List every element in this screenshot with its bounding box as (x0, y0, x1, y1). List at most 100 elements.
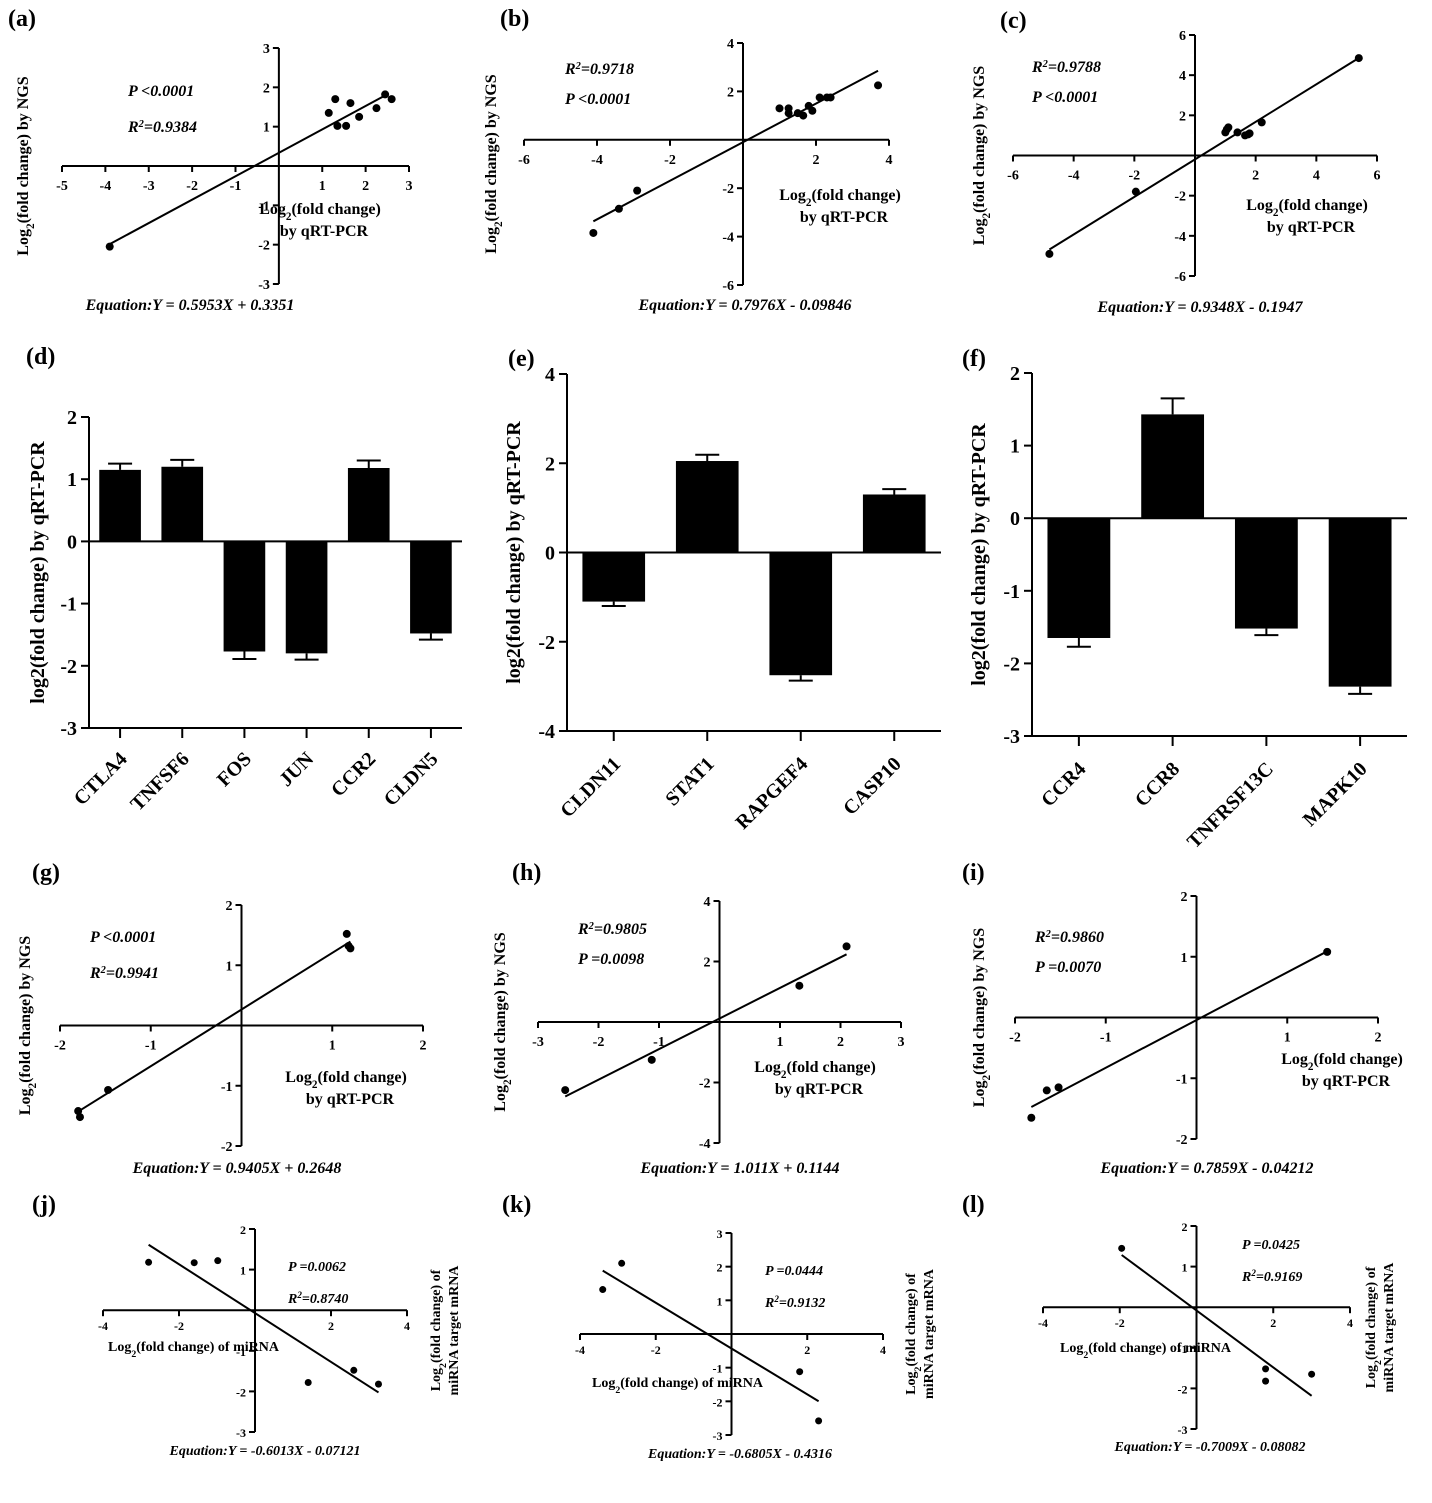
y-axis-label: Log2(fold change) by NGS (17, 936, 39, 1115)
y-tick-label: 2 (240, 1223, 246, 1237)
x-tick-label: -2 (186, 179, 198, 194)
regression-line (602, 1269, 820, 1403)
x-tick-label: -2 (174, 1319, 184, 1333)
y-axis-label: Log2(fold change) by NGS (971, 928, 993, 1107)
y-tick-label: -2 (60, 656, 77, 678)
x-tick-label: 2 (813, 153, 820, 168)
x-axis-label: Log2(fold change) (1246, 197, 1368, 219)
x-tick-label: 2 (362, 179, 369, 194)
data-point (333, 121, 342, 130)
bar (862, 494, 926, 553)
stat-annotation: R2=0.9805 (577, 921, 647, 939)
x-tick-label: 1 (777, 1035, 784, 1050)
x-tick-label: -6 (1007, 169, 1019, 184)
x-tick-label: -4 (100, 179, 112, 194)
data-point (324, 108, 333, 117)
data-point (826, 93, 835, 102)
regression-equation: Equation:Y = -0.6013X - 0.07121 (168, 1444, 360, 1459)
y-axis-label: Log2(fold change) by NGS (971, 66, 993, 245)
bar (410, 541, 452, 634)
panel-label: (b) (500, 6, 529, 32)
regression-equation: Equation:Y = 0.5953X + 0.3351 (85, 297, 295, 314)
regression-equation: Equation:Y = -0.7009X - 0.08082 (1113, 1440, 1305, 1455)
y-tick-label: -2 (713, 1395, 723, 1409)
x-tick-label: 1 (319, 179, 326, 194)
y-tick-label: 2 (717, 1261, 723, 1275)
stat-annotation: P =0.0062 (288, 1260, 346, 1275)
y-tick-label: -1 (60, 594, 77, 616)
y-tick-label: -3 (713, 1429, 723, 1443)
y-tick-label: -3 (1003, 726, 1020, 748)
y-axis-label: Log2(fold change) by NGS (15, 76, 37, 255)
x-axis-label: Log2(fold change) of miRNA (592, 1376, 764, 1396)
y-tick-label: -1 (221, 1080, 233, 1095)
stat-annotation: P <0.0001 (1031, 89, 1098, 106)
x-tick-label: 1 (329, 1039, 336, 1054)
data-point (1045, 249, 1054, 258)
bar (1047, 518, 1111, 638)
x-tick-label: -1 (1100, 1031, 1112, 1046)
y-tick-label: -2 (258, 239, 270, 254)
data-point (1027, 1113, 1036, 1122)
data-point (561, 1086, 570, 1095)
y-axis-label: log2(fold change) by qRT-PCR (968, 423, 990, 686)
regression-line (1121, 1254, 1313, 1397)
regression-equation: Equation:Y = -0.6805X - 0.4316 (647, 1447, 832, 1462)
y-tick-label: 2 (1179, 109, 1186, 124)
bar (769, 552, 833, 676)
regression-line (564, 953, 848, 1098)
y-tick-label: -3 (236, 1426, 246, 1440)
x-axis-label-line2: by qRT-PCR (280, 223, 369, 240)
x-tick-label: -2 (1115, 1316, 1125, 1330)
y-tick-label: 2 (226, 899, 233, 914)
x-tick-label: -4 (1068, 169, 1080, 184)
y-tick-label: 4 (1179, 69, 1186, 84)
data-point (342, 121, 351, 130)
x-axis-label-line2: by qRT-PCR (1302, 1073, 1391, 1090)
y-axis-label-line2: miRNA target mRNA (447, 1265, 462, 1396)
regression-equation: Equation:Y = 0.7859X - 0.04212 (1100, 1160, 1314, 1177)
y-tick-label: 1 (263, 121, 270, 136)
x-axis-label: Log2(fold change) of miRNA (108, 1340, 280, 1360)
data-point (104, 1085, 113, 1094)
data-point (145, 1258, 153, 1266)
data-point (387, 95, 396, 104)
data-point (331, 95, 340, 104)
y-tick-label: -4 (722, 231, 734, 246)
data-point (1257, 118, 1266, 127)
y-axis-label: Log2(fold change) by NGS (483, 74, 505, 253)
data-point (599, 1286, 607, 1294)
x-axis-label: Log2(fold change) (1281, 1051, 1403, 1073)
x-axis-label: Log2(fold change) (779, 187, 901, 209)
data-point (784, 109, 793, 118)
y-tick-label: 2 (704, 956, 711, 971)
data-point (75, 1113, 84, 1122)
y-tick-label: 1 (240, 1264, 246, 1278)
x-tick-label: 4 (1347, 1316, 1353, 1330)
bar (582, 552, 646, 602)
y-tick-label: -2 (236, 1385, 246, 1399)
regression-equation: Equation:Y = 0.7976X - 0.09846 (638, 297, 852, 314)
x-tick-label: 4 (886, 153, 893, 168)
stat-annotation: P <0.0001 (127, 83, 194, 100)
data-point (618, 1259, 626, 1267)
data-point (815, 93, 824, 102)
y-tick-label: -1 (236, 1345, 246, 1359)
bar (675, 461, 739, 553)
x-tick-label: 2 (1375, 1031, 1382, 1046)
x-axis-label-line2: by qRT-PCR (775, 1081, 864, 1098)
data-point (355, 112, 364, 121)
data-point (1354, 54, 1363, 63)
stat-annotation: R2=0.9132 (764, 1294, 825, 1311)
y-tick-label: -1 (258, 199, 270, 214)
bar (161, 466, 204, 542)
regression-line (148, 1243, 380, 1394)
data-point (815, 1417, 823, 1425)
y-tick-label: 2 (67, 407, 77, 429)
